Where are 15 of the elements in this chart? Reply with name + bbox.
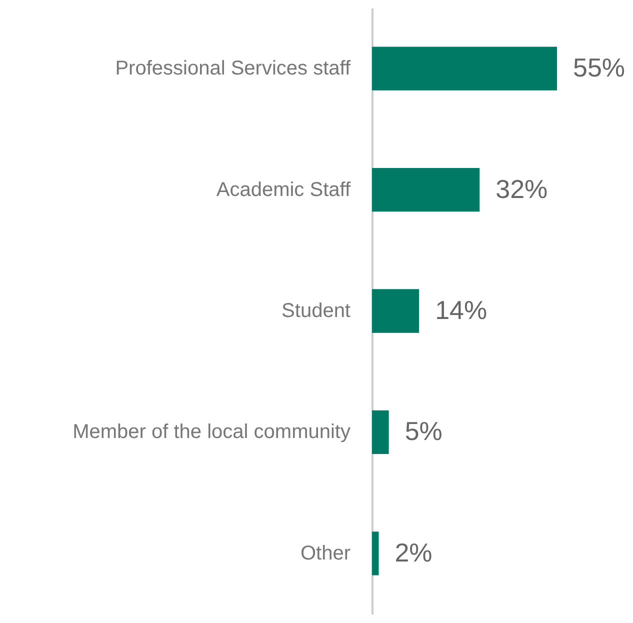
bar bbox=[372, 168, 480, 212]
bar bbox=[372, 46, 557, 90]
bar bbox=[372, 289, 420, 333]
data-label: 2% bbox=[394, 537, 432, 568]
y-tick-label: Other bbox=[300, 542, 351, 564]
y-tick-label: Student bbox=[282, 300, 351, 322]
y-tick-label: Member of the local community bbox=[72, 421, 350, 444]
data-label: 5% bbox=[404, 416, 442, 446]
y-tick-label: Academic Staff bbox=[216, 178, 351, 201]
bar bbox=[372, 532, 379, 576]
y-tick-label: Professional Services staff bbox=[115, 58, 351, 80]
data-label: 55% bbox=[573, 52, 626, 83]
bar bbox=[372, 410, 389, 454]
data-label: 32% bbox=[496, 174, 548, 204]
data-label: 14% bbox=[435, 295, 488, 325]
